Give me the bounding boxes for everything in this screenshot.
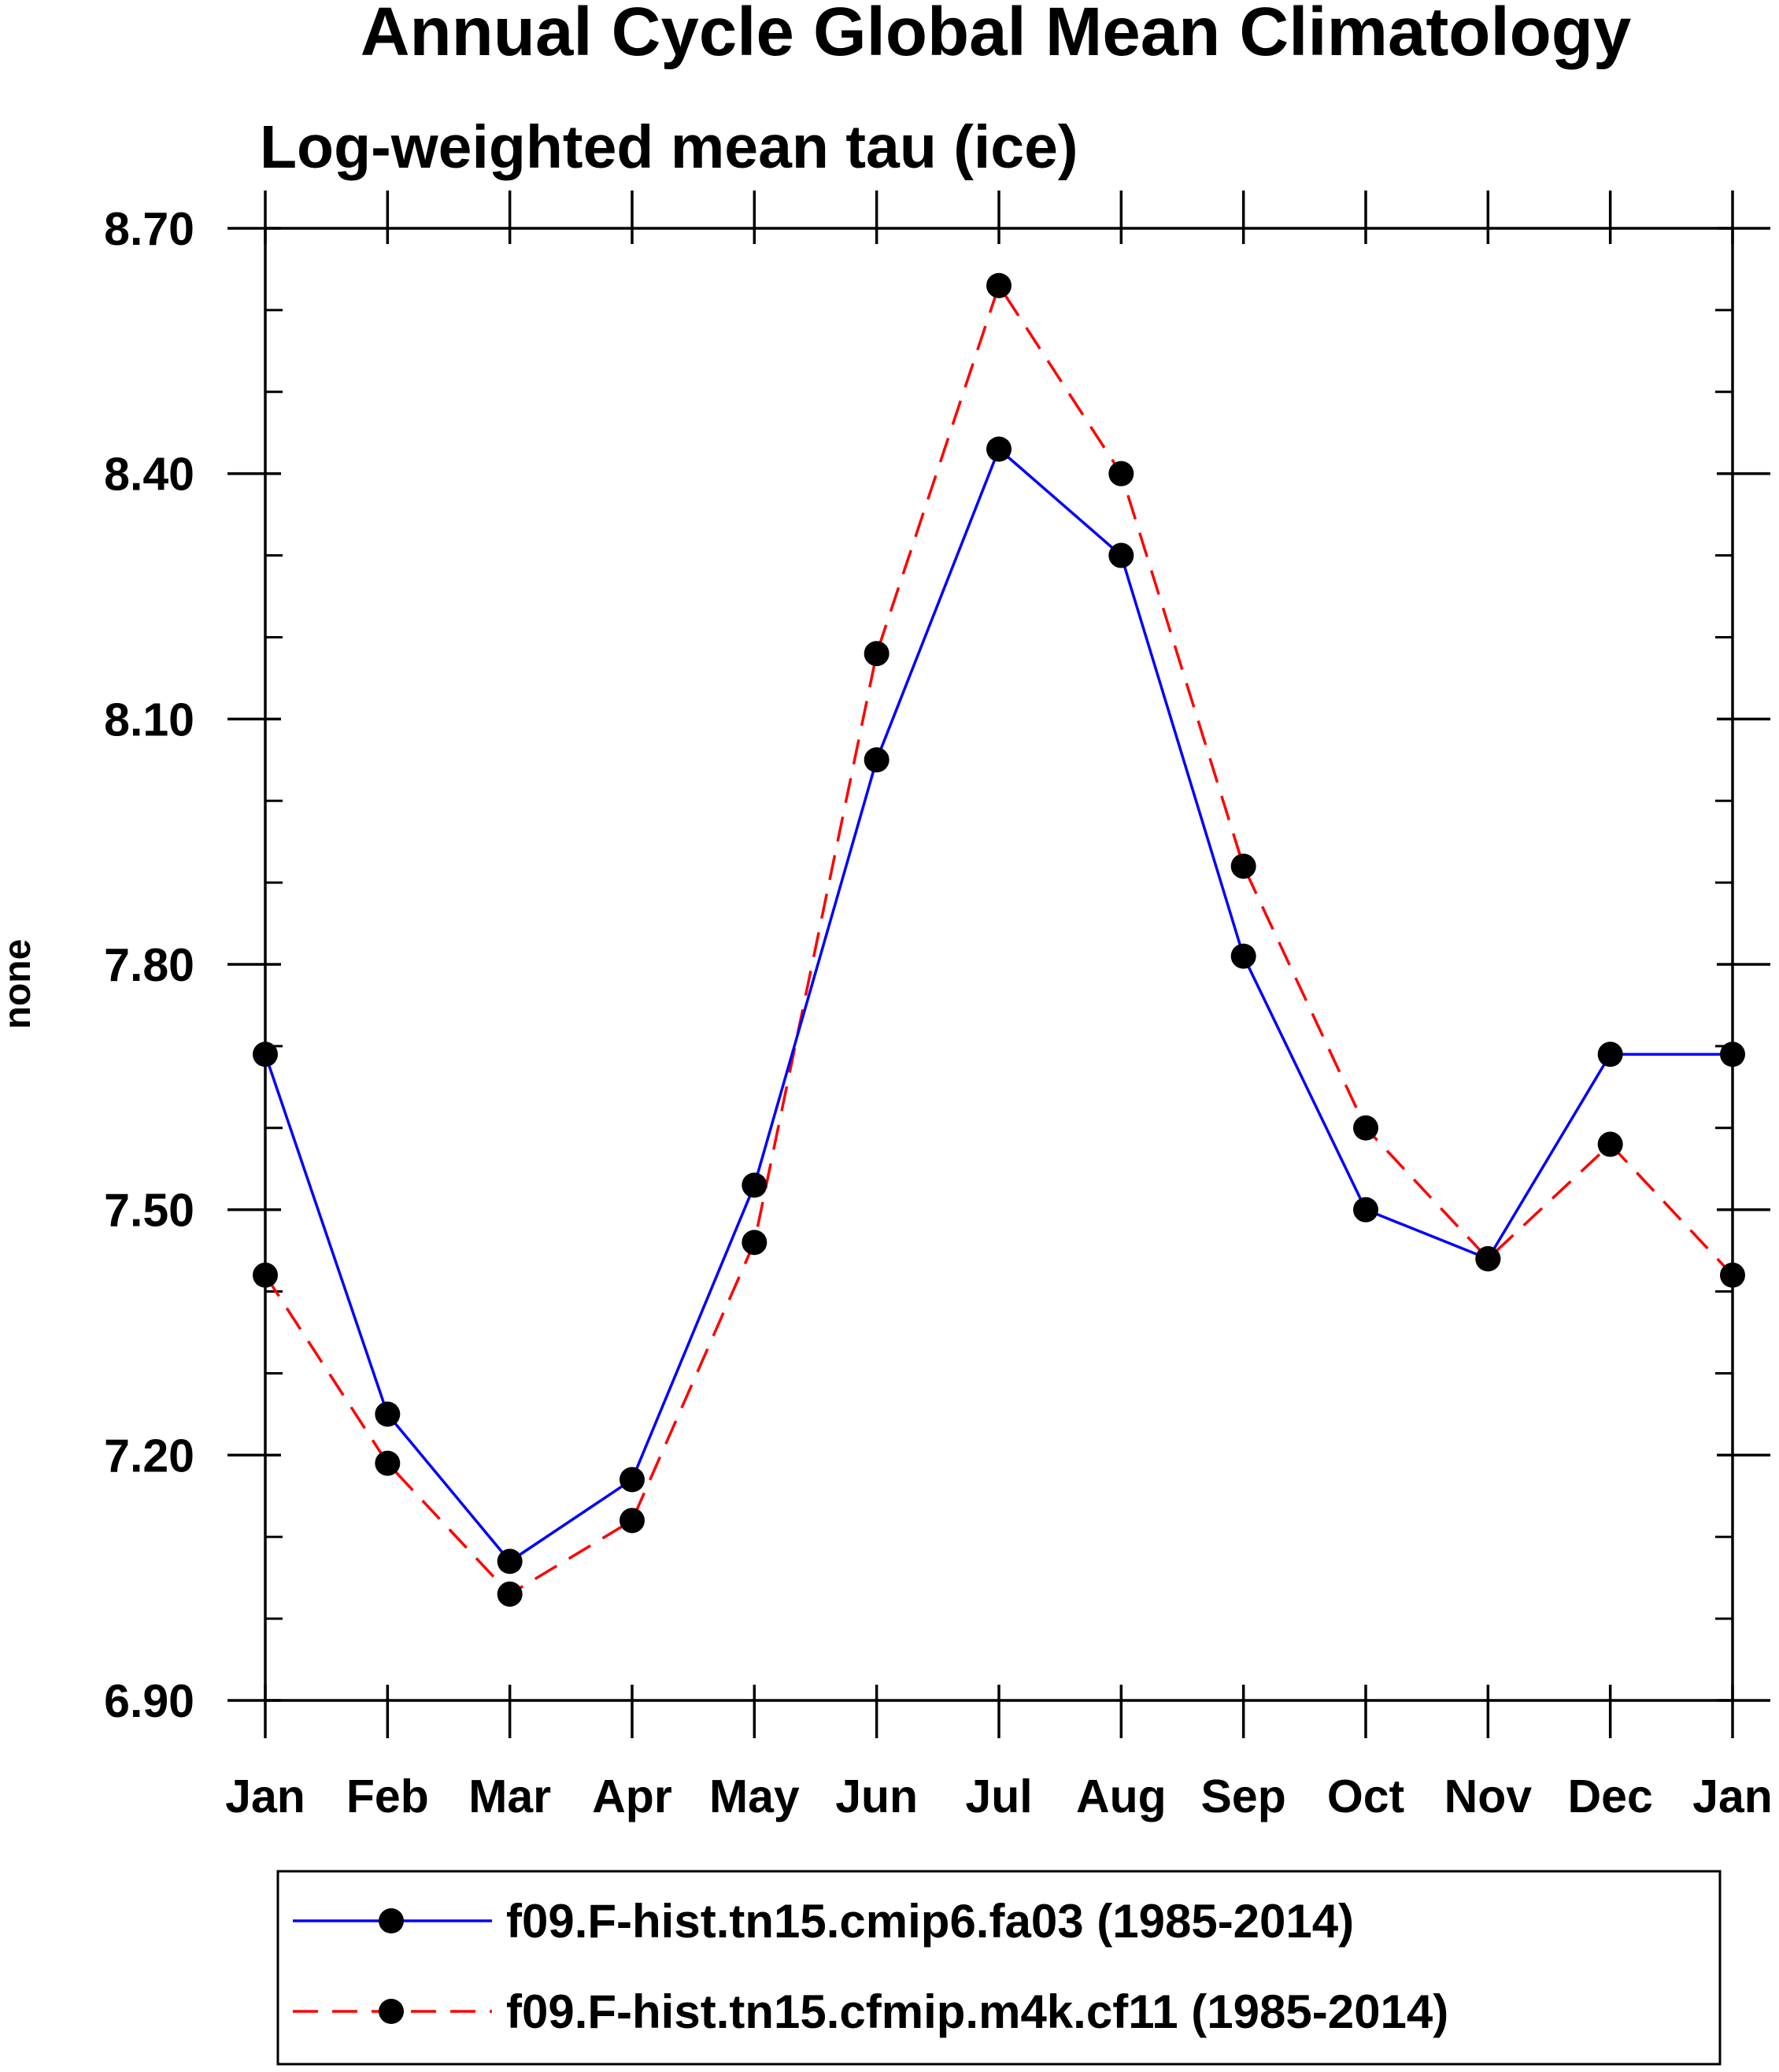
- data-point-series-2: [620, 1508, 645, 1534]
- data-point-series-1: [864, 747, 890, 773]
- data-point-series-2: [1230, 853, 1256, 879]
- x-tick-label: Jan: [225, 1770, 305, 1822]
- y-axis-label: none: [0, 939, 39, 1030]
- legend-marker-2: [379, 1999, 404, 2024]
- data-point-series-1: [742, 1172, 767, 1198]
- legend-marker-1: [379, 1908, 404, 1933]
- x-tick-label: Nov: [1444, 1770, 1533, 1822]
- data-point-series-2: [742, 1230, 767, 1256]
- y-tick-label: 8.70: [104, 203, 194, 255]
- data-point-series-2: [1108, 461, 1134, 487]
- x-tick-label: May: [709, 1770, 800, 1822]
- y-tick-label: 8.10: [104, 694, 194, 746]
- data-point-series-1: [1108, 542, 1134, 568]
- data-point-series-2: [864, 641, 890, 667]
- plot-frame: [264, 227, 1734, 1702]
- legend-label-2: f09.F-hist.tn15.cfmip.m4k.cf11 (1985-201…: [506, 1985, 1448, 2038]
- x-tick-label: Jul: [965, 1770, 1032, 1822]
- x-tick-label: Sep: [1201, 1770, 1286, 1822]
- chart-title: Annual Cycle Global Mean Climatology: [361, 0, 1632, 70]
- y-tick-label: 7.80: [104, 939, 194, 991]
- data-point-series-1: [1597, 1042, 1623, 1067]
- y-tick-label: 7.20: [104, 1430, 194, 1482]
- x-tick-label: Dec: [1568, 1770, 1653, 1822]
- y-tick-label: 7.50: [104, 1185, 194, 1237]
- data-point-series-2: [375, 1450, 401, 1476]
- data-point-series-2: [1353, 1115, 1378, 1141]
- data-point-series-1: [620, 1467, 645, 1493]
- x-tick-label: Aug: [1076, 1770, 1167, 1822]
- data-point-series-2: [497, 1581, 523, 1607]
- y-tick-label: 6.90: [104, 1675, 194, 1727]
- x-tick-label: Apr: [592, 1770, 672, 1822]
- legend-box: [276, 1870, 1722, 2066]
- data-point-series-1: [1353, 1197, 1378, 1223]
- x-tick-label: Oct: [1327, 1770, 1404, 1822]
- legend: f09.F-hist.tn15.cmip6.fa03 (1985-2014) f0…: [293, 1895, 1448, 2038]
- x-tick-label: Feb: [346, 1770, 429, 1822]
- y-tick-label: 8.40: [104, 449, 194, 501]
- data-point-series-1: [375, 1401, 401, 1427]
- x-tick-label: Mar: [468, 1770, 551, 1822]
- data-point-series-2: [986, 272, 1012, 298]
- chart-subtitle: Log-weighted mean tau (ice): [260, 113, 1078, 181]
- legend-label-1: f09.F-hist.tn15.cmip6.fa03 (1985-2014): [506, 1895, 1354, 1948]
- x-tick-label: Jun: [835, 1770, 918, 1822]
- data-point-series-1: [986, 436, 1012, 462]
- data-point-series-1: [1230, 943, 1256, 969]
- data-point-series-2: [1597, 1131, 1623, 1157]
- axis-ticks: [227, 191, 1770, 1738]
- data-point-series-1: [497, 1548, 523, 1574]
- x-tick-label: Jan: [1692, 1770, 1773, 1822]
- tick-labels: Jan Feb Mar Apr May Jun Jul Aug Sep Oct Nov Dec Jan 6…: [104, 203, 1773, 1822]
- data-point-series-2: [1475, 1246, 1501, 1271]
